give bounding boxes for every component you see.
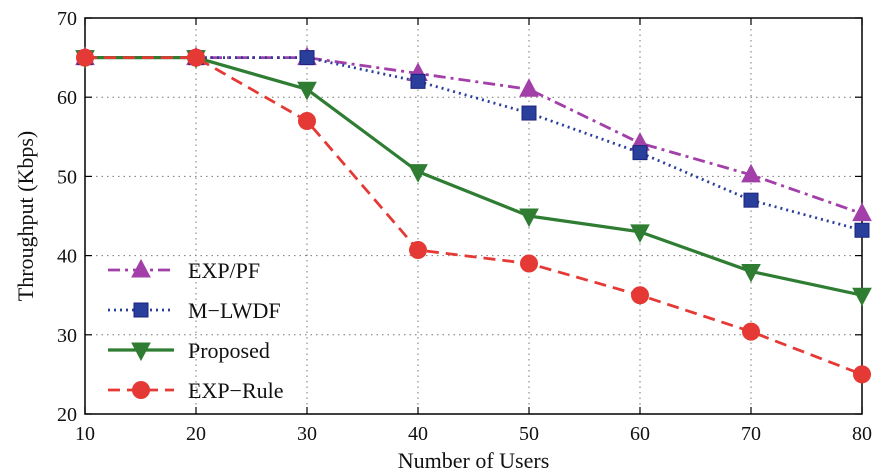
- data-point: [299, 50, 315, 66]
- data-point: [410, 73, 426, 89]
- data-point: [408, 164, 428, 183]
- x-tick-label: 70: [741, 423, 761, 445]
- legend-marker: [132, 381, 150, 399]
- x-tick-label: 30: [297, 423, 317, 445]
- x-tick-label: 10: [75, 423, 95, 445]
- series-3: [76, 48, 871, 384]
- data-point: [298, 111, 316, 130]
- data-point: [741, 263, 761, 283]
- legend-label: EXP−Rule: [188, 378, 284, 403]
- y-tick-label: 60: [57, 87, 77, 109]
- y-tick-label: 70: [57, 8, 77, 30]
- series-1: [77, 50, 870, 238]
- legend-marker: [133, 302, 149, 318]
- x-tick-label: 60: [630, 423, 650, 445]
- data-point: [742, 322, 760, 341]
- series-line: [85, 56, 863, 215]
- data-point: [521, 105, 537, 121]
- legend-marker: [131, 258, 151, 278]
- data-point: [852, 202, 872, 222]
- data-point: [520, 254, 538, 273]
- data-point: [743, 192, 759, 208]
- y-axis-label: Throughput (Kbps): [13, 131, 38, 301]
- data-point: [741, 163, 761, 183]
- data-point: [187, 48, 205, 67]
- series-layer: [75, 46, 872, 384]
- x-axis-label: Number of Users: [398, 448, 550, 471]
- data-point: [852, 287, 872, 307]
- legend-marker: [131, 342, 151, 362]
- data-point: [297, 81, 317, 101]
- legend-label: Proposed: [188, 338, 270, 363]
- x-tick-label: 40: [408, 423, 428, 445]
- y-tick-label: 40: [57, 246, 77, 268]
- series-line: [85, 55, 863, 297]
- data-point: [409, 241, 427, 260]
- x-tick-label: 50: [519, 423, 539, 445]
- data-point: [519, 208, 539, 228]
- series-line: [85, 56, 863, 376]
- legend-label: M−LWDF: [188, 298, 281, 323]
- data-point: [630, 224, 650, 243]
- data-point: [631, 286, 649, 305]
- y-tick-label: 20: [57, 404, 77, 426]
- x-tick-label: 20: [186, 423, 206, 445]
- x-tick-label: 80: [852, 423, 872, 445]
- data-point: [519, 78, 539, 97]
- legend-label: EXP/PF: [188, 258, 260, 283]
- data-point: [632, 145, 648, 161]
- y-tick-label: 30: [57, 325, 77, 347]
- y-tick-label: 50: [57, 166, 77, 188]
- legend: EXP/PF M−LWDF Proposed EXP−Rule: [108, 258, 284, 403]
- data-point: [854, 222, 870, 238]
- data-point: [76, 48, 94, 67]
- data-point: [853, 365, 871, 384]
